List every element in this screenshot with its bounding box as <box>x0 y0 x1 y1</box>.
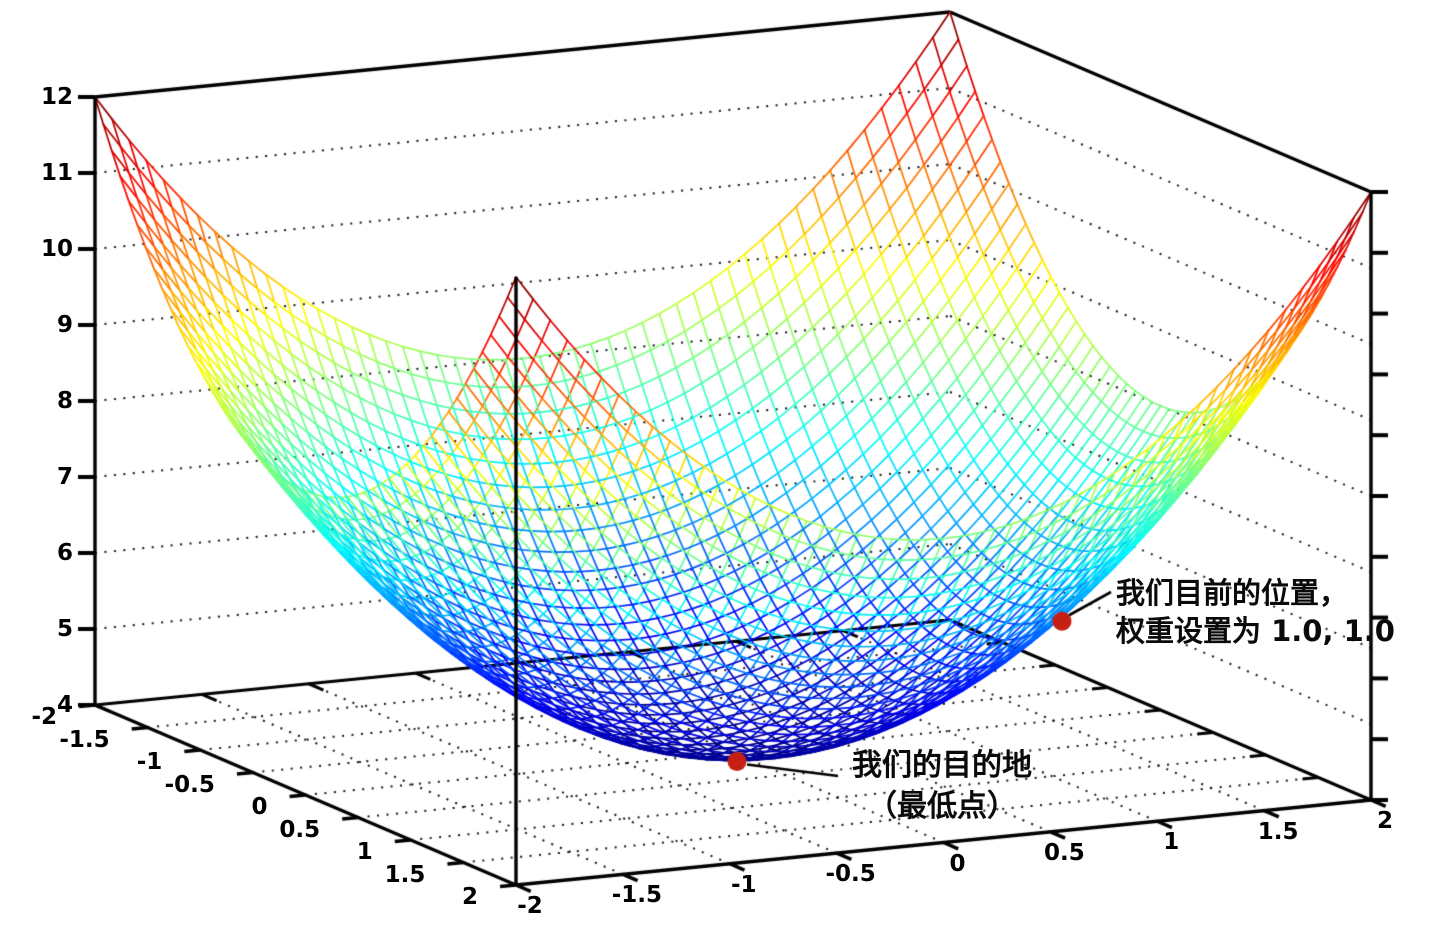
y-tick-label: 1.5 <box>384 861 426 888</box>
z-tick-label: 6 <box>56 540 73 566</box>
z-tick-label: 5 <box>56 616 73 642</box>
y-tick-label: -1 <box>136 749 163 775</box>
x-tick-label: -1.5 <box>611 882 663 909</box>
y-tick-label: -2 <box>31 704 57 730</box>
z-tick-label: 12 <box>40 84 73 110</box>
y-tick-label: 1 <box>356 839 373 865</box>
z-tick-label: 10 <box>40 236 73 262</box>
z-tick-label: 11 <box>40 160 73 186</box>
x-tick-label: 1 <box>1163 829 1180 856</box>
annotation-destination-line1: 我们的目的地 <box>852 748 1032 783</box>
x-tick-label: 0.5 <box>1044 839 1085 866</box>
y-tick-label: 0 <box>251 794 268 820</box>
annotation-current-line2: 权重设置为 1.0, 1.0 <box>1116 614 1395 648</box>
z-tick-label: 9 <box>56 312 73 338</box>
annotation-destination-line2: （最低点） <box>867 789 1017 824</box>
y-tick-label: -0.5 <box>164 771 215 798</box>
z-tick-label: 7 <box>56 464 73 490</box>
x-tick-label: 2 <box>1376 808 1394 834</box>
z-tick-label: 8 <box>56 388 73 414</box>
x-tick-label: 1.5 <box>1257 818 1299 845</box>
y-tick-label: -1.5 <box>59 726 110 753</box>
x-tick-label: -2 <box>517 893 543 919</box>
annotation-current-line1: 我们目前的位置， <box>1116 576 1349 610</box>
x-tick-label: 0 <box>949 850 966 877</box>
z-tick-label: 4 <box>56 692 73 718</box>
y-tick-label: 2 <box>461 884 478 910</box>
annotation-destination: 我们的目的地 （最低点） <box>836 745 1048 827</box>
x-tick-label: -0.5 <box>825 861 876 888</box>
annotation-current-position: 我们目前的位置， 权重设置为 1.0, 1.0 <box>1116 574 1395 650</box>
y-tick-label: 0.5 <box>279 816 321 843</box>
x-tick-label: -1 <box>730 871 757 898</box>
